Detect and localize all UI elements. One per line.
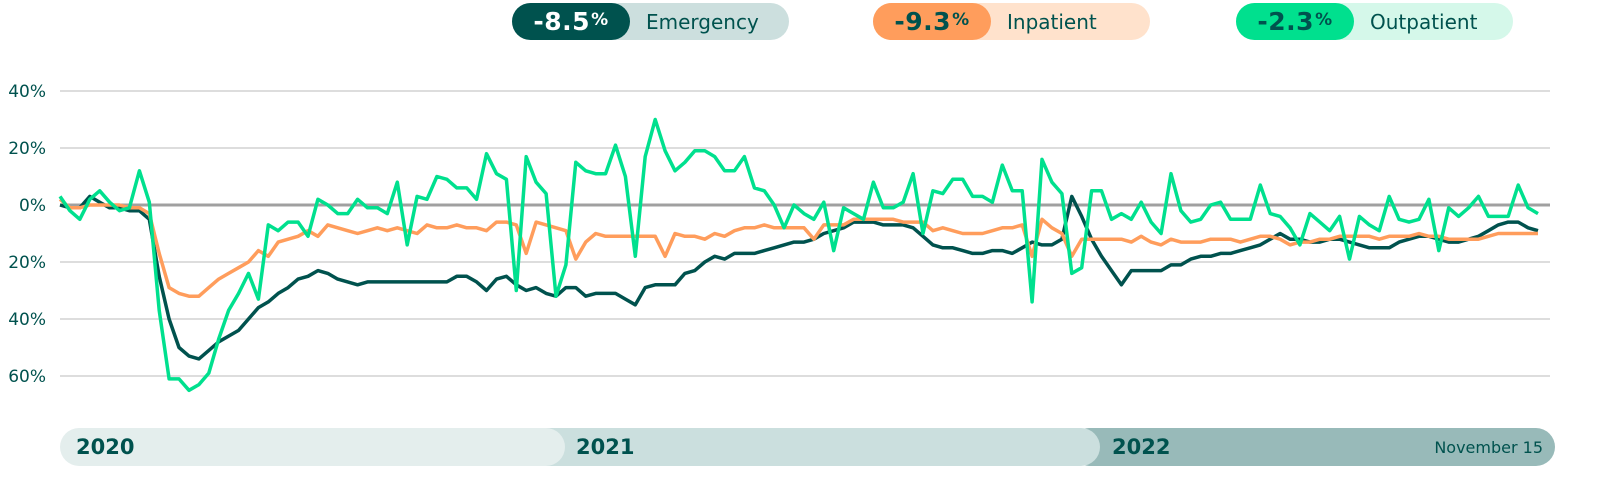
series-lines <box>58 117 1539 393</box>
year-2021-label: 2021 <box>576 435 635 459</box>
timeline-end-label: November 15 <box>1434 437 1543 457</box>
legend-inpatient-label: Inpatient <box>1007 9 1097 34</box>
year-2022-label: 2022 <box>1112 435 1171 459</box>
y-tick-label: 20% <box>8 253 46 273</box>
y-axis-labels: 40% 20% 0% 20% 40% 60% <box>8 82 46 387</box>
legend-outpatient-label: Outpatient <box>1370 9 1478 34</box>
legend-inpatient-value: -9.3% <box>873 3 991 40</box>
y-tick-label: 20% <box>8 139 46 159</box>
y-tick-label: 0% <box>19 196 46 216</box>
legend-emergency[interactable]: -8.5% Emergency <box>512 3 789 40</box>
series-line-emergency <box>59 194 1539 361</box>
legend-emergency-value: -8.5% <box>512 3 630 40</box>
y-tick-label: 40% <box>8 310 46 330</box>
y-tick-label: 40% <box>8 82 46 102</box>
year-2020-label: 2020 <box>76 435 135 459</box>
timeline-2022: 2022 November 15 <box>1070 428 1555 466</box>
gridlines <box>60 90 1550 377</box>
series-line-inpatient <box>58 197 1538 298</box>
timeline-2020: 2020 <box>60 428 565 466</box>
series-line-outpatient <box>58 117 1539 393</box>
legend-inpatient[interactable]: -9.3% Inpatient <box>873 3 1150 40</box>
legend-outpatient-value: -2.3% <box>1236 3 1354 40</box>
legend-outpatient[interactable]: -2.3% Outpatient <box>1236 3 1513 40</box>
y-tick-label: 60% <box>8 367 46 387</box>
timeline-2021: 2021 <box>520 428 1100 466</box>
line-chart: 40% 20% 0% 20% 40% 60% <box>8 82 1550 393</box>
legend-emergency-label: Emergency <box>646 9 759 34</box>
